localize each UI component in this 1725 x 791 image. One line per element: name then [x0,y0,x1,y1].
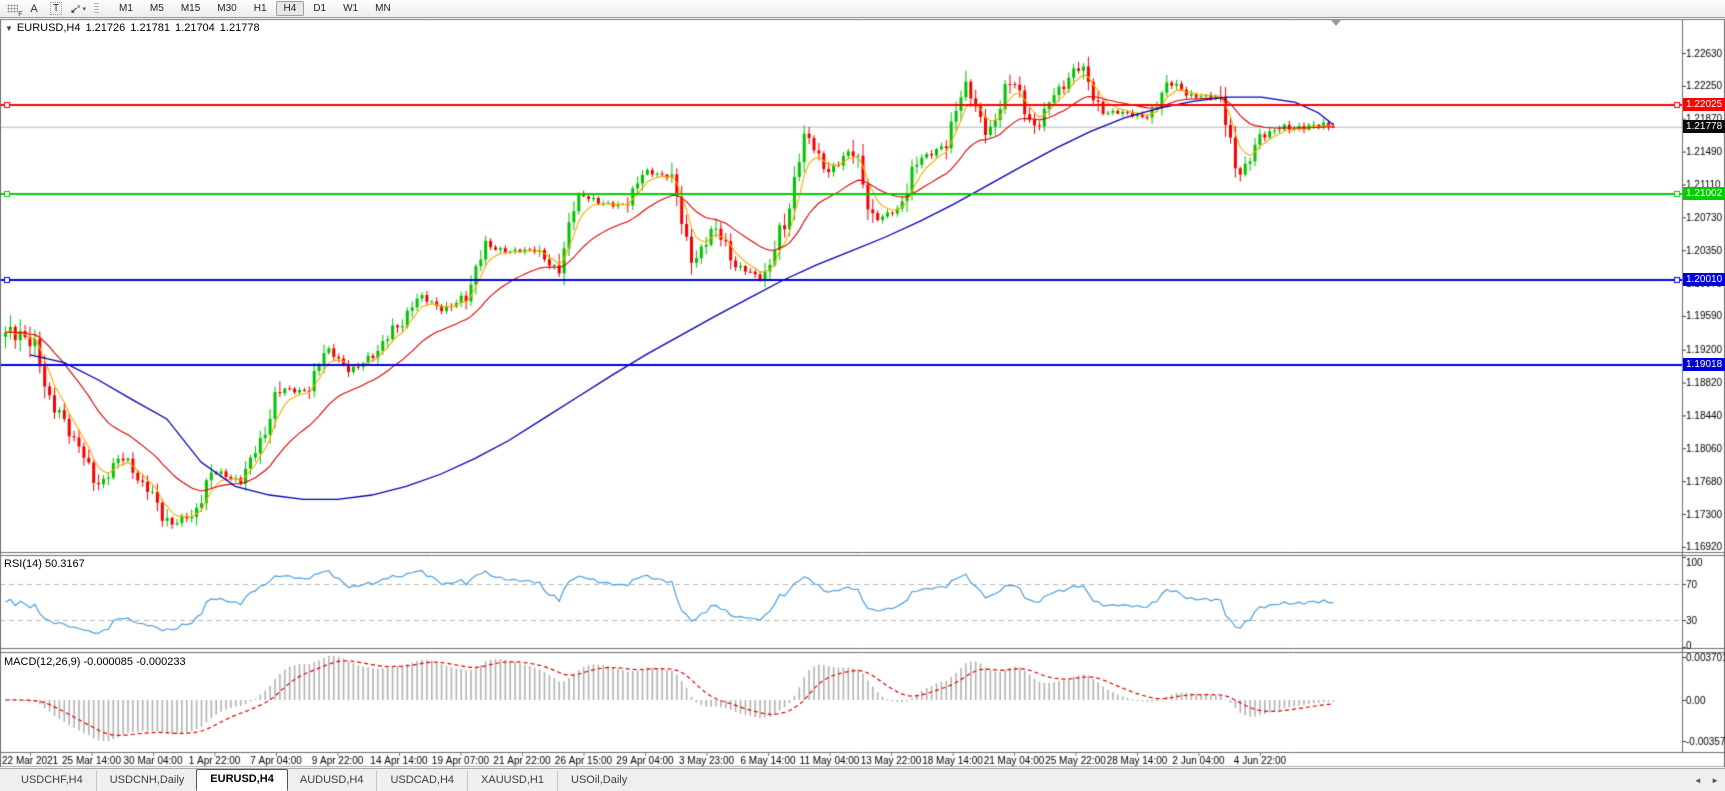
timeframe-m15[interactable]: M15 [180,3,201,14]
rsi-name: RSI(14) [4,558,42,570]
tab-scroll-right-button[interactable]: ► [1711,776,1719,785]
chart-tab-xauusd-h1[interactable]: XAUUSD,H1 [467,771,557,791]
chart-tabs: USDCHF,H4 USDCNH,Daily EURUSD,H4 AUDUSD,H4 U… [0,769,640,791]
current-price-badge: 1.21778 [1683,120,1725,133]
toolbar-grip[interactable] [94,2,99,15]
timeframe-m5[interactable]: M5 [149,3,164,14]
rsi-value: 50.3167 [44,558,85,570]
timeframe-h4[interactable]: H4 [275,1,305,16]
tab-scroll-arrows: ◄ ► [1687,776,1719,785]
close-value: 1.21778 [219,22,260,34]
label-tool-icon[interactable]: T [48,1,64,16]
tab-scroll-left-button[interactable]: ◄ [1693,776,1702,785]
timeframe-group: M1 M5 M15 M30 H1 H4 D1 W1 MN [111,1,399,16]
chart-tab-eurusd-h4[interactable]: EURUSD,H4 [196,769,288,791]
macd-values: -0.000085 -0.000233 [83,656,186,668]
macd-name: MACD(12,26,9) [4,656,81,668]
rsi-pane-label: RSI(14) 50.3167 [4,558,85,570]
chart-tab-usdcad-h4[interactable]: USDCAD,H4 [376,771,467,791]
timeframe-w1[interactable]: W1 [343,3,359,14]
timeframe-m30[interactable]: M30 [217,3,237,14]
collapse-arrow-icon: ▼ [5,24,13,33]
chart-shift-marker[interactable] [1331,20,1341,26]
fibo-grid-tool-icon[interactable]: F [4,1,23,18]
timeframe-d1[interactable]: D1 [313,3,327,14]
text-tool-icon[interactable]: A [30,2,38,15]
chevron-down-icon: ▾ [82,5,86,13]
support-blue1-badge: 1.20010 [1683,273,1725,286]
chart-ohlc-header: ▼ EURUSD,H4 1.21726 1.21781 1.21704 1.21778 [5,22,265,34]
symbol-label: EURUSD,H4 [16,22,81,34]
open-value: 1.21726 [85,22,126,34]
chart-tab-bar: USDCHF,H4 USDCNH,Daily EURUSD,H4 AUDUSD,H4 U… [0,768,1725,791]
macd-pane-label: MACD(12,26,9) -0.000085 -0.000233 [4,656,186,668]
timeframe-m1[interactable]: M1 [119,3,133,14]
chart-toolbar: F A T ▾ M1 M5 M15 M30 H1 H4 D1 W1 MN [0,0,1725,18]
support-blue2-badge: 1.19018 [1683,358,1725,371]
timeframe-h1[interactable]: H1 [253,3,267,14]
resistance-price-badge: 1.22025 [1683,98,1725,111]
chart-tab-usoil-daily[interactable]: USOil,Daily [557,771,640,791]
arrows-tool-icon[interactable]: ▾ [70,1,86,16]
chart-canvas[interactable] [0,18,1725,768]
chart-tab-usdcnh-daily[interactable]: USDCNH,Daily [95,771,198,791]
timeframe-mn[interactable]: MN [375,3,391,14]
chart-tab-audusd-h4[interactable]: AUDUSD,H4 [299,774,364,786]
low-value: 1.21704 [175,22,215,34]
support-green-badge: 1.21002 [1683,187,1725,200]
high-value: 1.21781 [130,22,171,34]
chart-tab-usdchf-h4[interactable]: USDCHF,H4 [21,774,83,786]
diagonal-arrows-icon [71,4,81,13]
dot-grid-icon: F [6,4,23,18]
